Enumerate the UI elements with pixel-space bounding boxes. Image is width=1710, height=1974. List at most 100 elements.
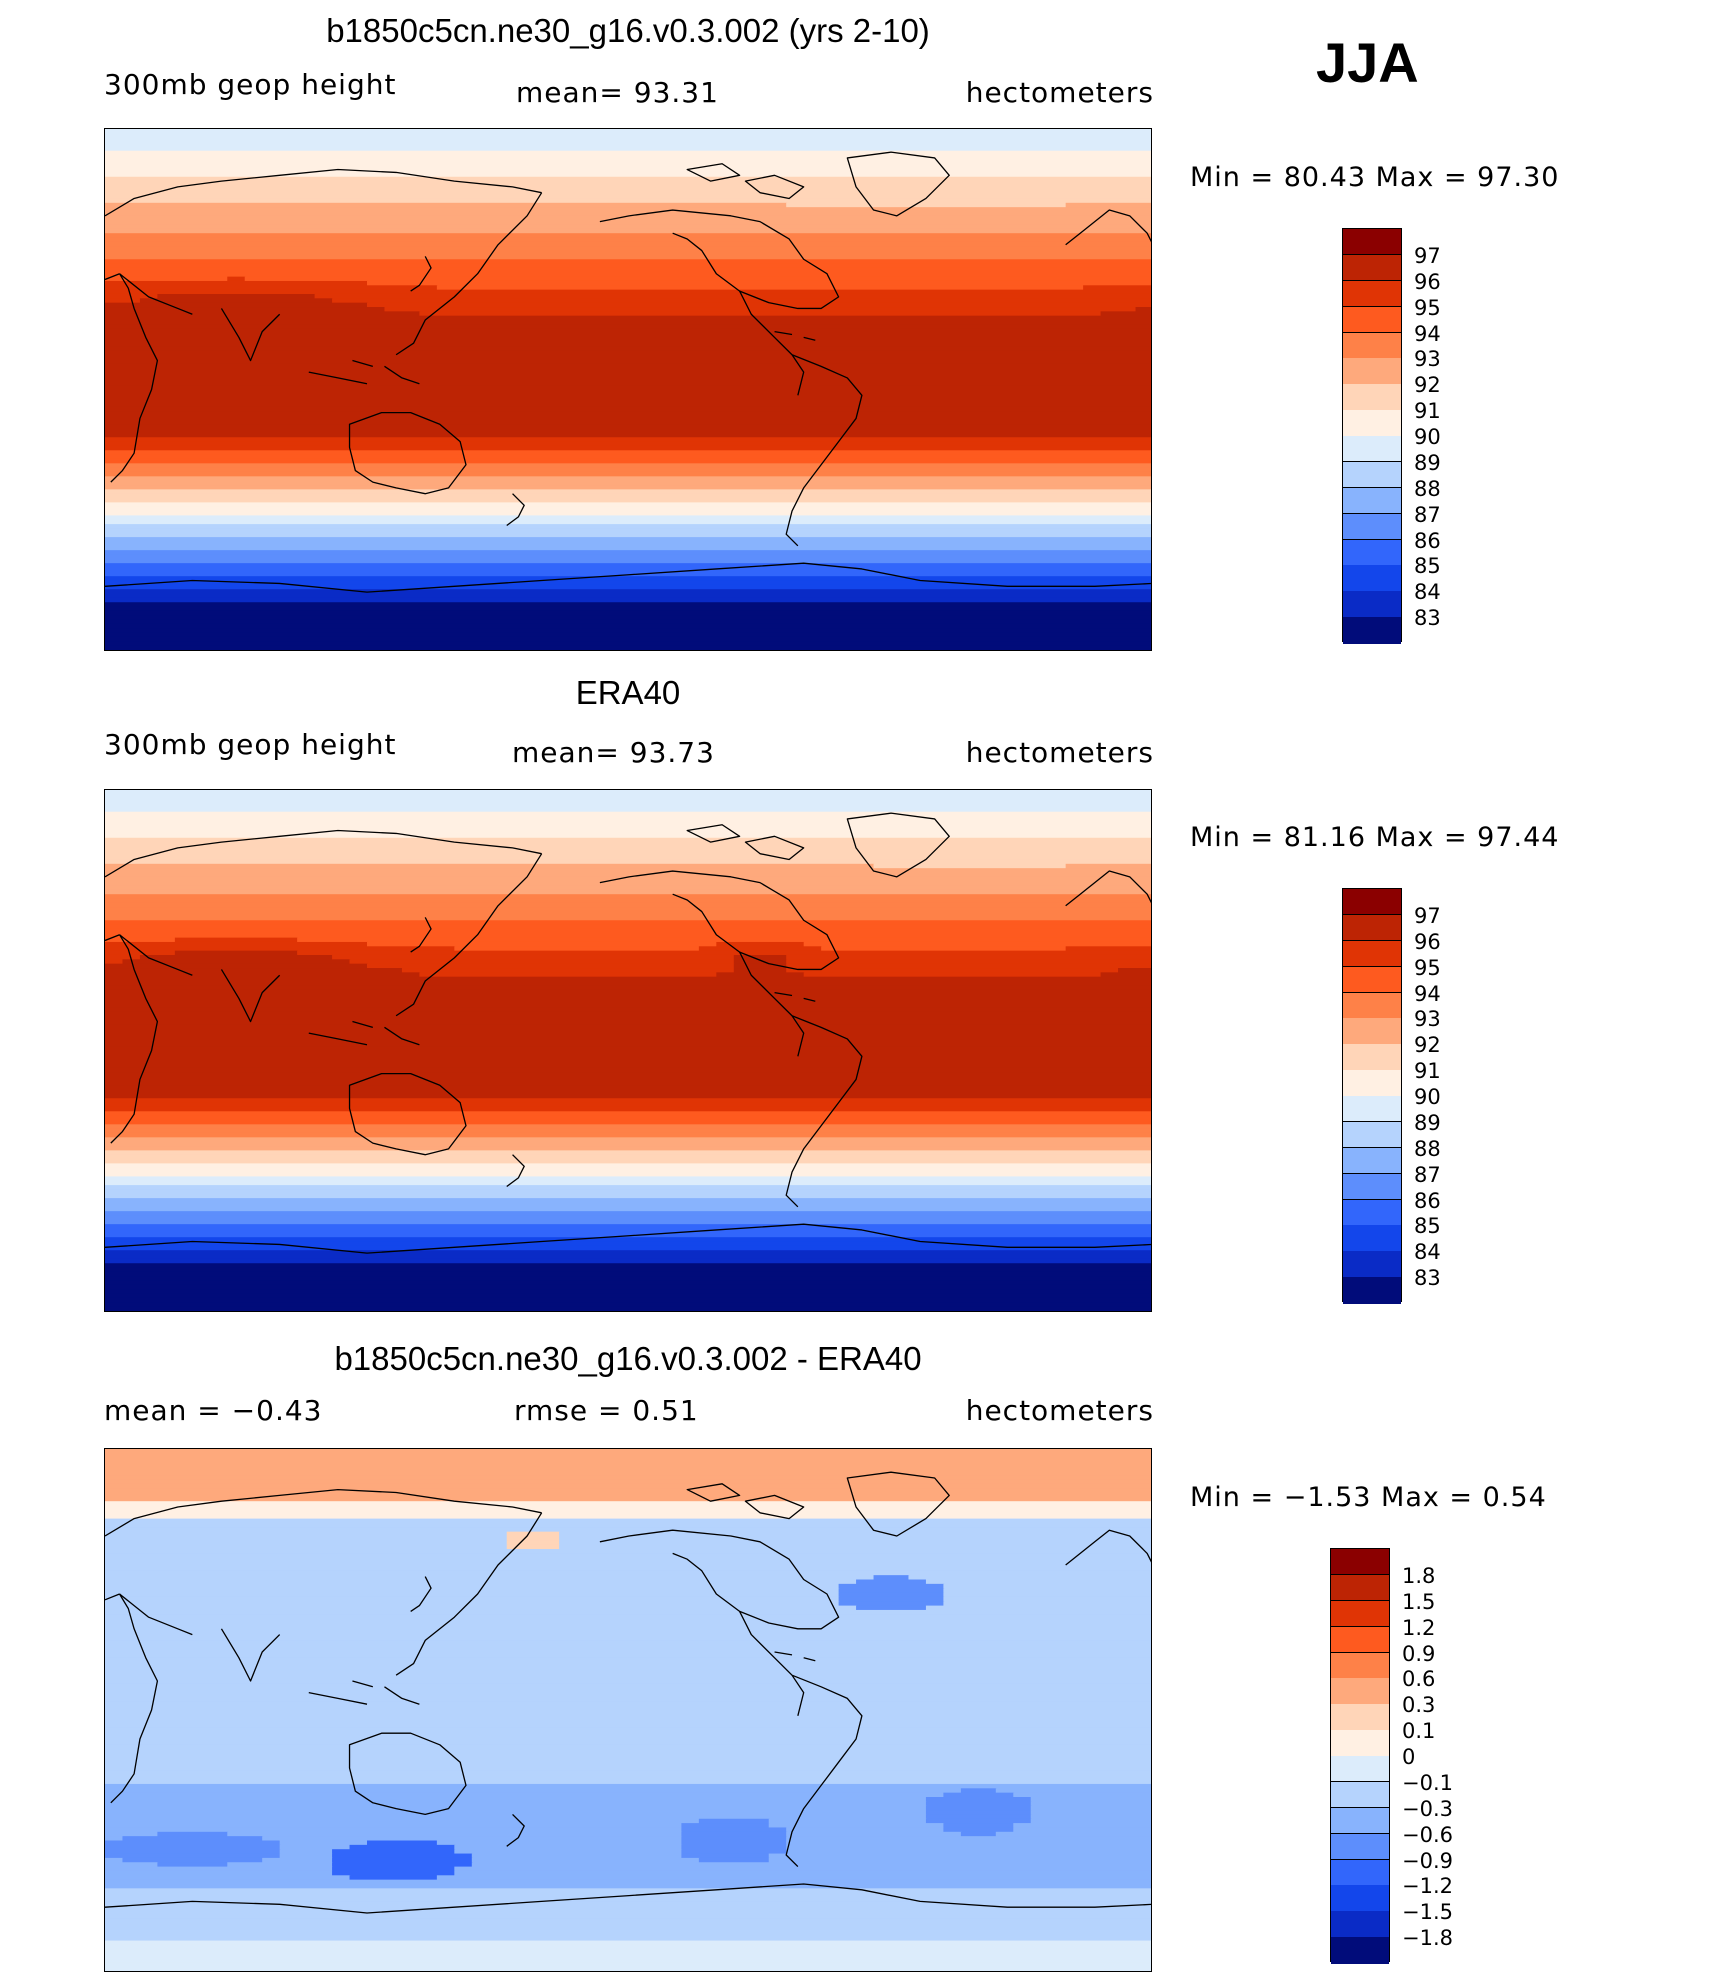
colorbar-tick-label: 83 <box>1414 606 1441 631</box>
colorbar-tick-label: 93 <box>1414 347 1441 372</box>
colorbar-swatch <box>1343 966 1401 993</box>
coastline <box>308 1020 420 1046</box>
coastline <box>348 412 467 495</box>
colorbar-tick-label: 92 <box>1414 1033 1441 1058</box>
colorbar-swatch <box>1331 1574 1389 1602</box>
panel-2-title: ERA40 <box>575 674 681 711</box>
colorbar-tick-label: 1.2 <box>1402 1615 1436 1640</box>
coastline <box>686 163 805 200</box>
colorbar-tick-label: 86 <box>1414 528 1441 553</box>
coastline <box>348 1073 467 1156</box>
colorbar-swatch <box>1343 1251 1401 1278</box>
colorbar-tick-label: 97 <box>1414 903 1441 928</box>
coastline <box>599 1529 840 1630</box>
colorbar-tick-label: 89 <box>1414 450 1441 475</box>
colorbar-tick-label: 83 <box>1414 1266 1441 1291</box>
coastline <box>1065 870 1151 907</box>
colorbar-swatch <box>1331 1807 1389 1835</box>
colorbar-swatch <box>1331 1704 1389 1731</box>
colorbar-tick-label: 0.6 <box>1402 1667 1436 1692</box>
panel-1-map <box>104 128 1152 651</box>
panel-1-minmax: Min = 80.43 Max = 97.30 <box>1190 162 1560 193</box>
colorbar-swatch <box>1331 1859 1389 1886</box>
colorbar-swatch <box>1343 436 1401 463</box>
colorbar-swatch <box>1331 1756 1389 1783</box>
colorbar-tick-label: −1.2 <box>1402 1874 1453 1899</box>
coastline <box>105 168 542 217</box>
colorbar-swatch <box>1343 617 1401 644</box>
colorbar-swatch <box>1331 1652 1389 1679</box>
colorbar-tick-label: 85 <box>1414 554 1441 579</box>
colorbar-swatch <box>1343 461 1401 489</box>
colorbar-swatch <box>1343 940 1401 968</box>
colorbar-swatch <box>1331 1833 1389 1860</box>
panel-1-left-label: 300mb geop height <box>104 68 397 101</box>
coastline <box>105 1593 159 1804</box>
colorbar-swatch <box>1343 410 1401 437</box>
colorbar-swatch <box>1331 1600 1389 1628</box>
coastline <box>119 1593 281 1682</box>
colorbar-swatch <box>1343 1173 1401 1200</box>
coastline <box>739 1611 863 1868</box>
colorbar-tick-label: 0.1 <box>1402 1719 1436 1744</box>
colorbar-tick-label: 88 <box>1414 476 1441 501</box>
colorbar-tick-label: 95 <box>1414 295 1441 320</box>
colorbar-tick-label: 84 <box>1414 1240 1441 1265</box>
colorbar-tick-label: 0 <box>1402 1745 1416 1769</box>
colorbar-tick-label: 87 <box>1414 502 1441 527</box>
colorbar-tick-label: −0.9 <box>1402 1848 1453 1873</box>
colorbar-swatch <box>1343 565 1401 592</box>
panel-1-center-label: mean= 93.31 <box>516 76 719 109</box>
map-field <box>105 1449 1151 1971</box>
map-field <box>105 790 1151 1311</box>
colorbar-tick-label: 90 <box>1414 425 1441 449</box>
coastline <box>599 870 840 971</box>
coastline <box>739 290 863 547</box>
colorbar-swatch <box>1343 889 1401 916</box>
colorbar-swatch <box>1343 254 1401 282</box>
colorbar-swatch <box>1343 591 1401 618</box>
colorbar-tick-label: 1.5 <box>1402 1589 1436 1614</box>
coastline <box>774 1651 816 1662</box>
panel-1-right-label: hectometers <box>965 76 1154 109</box>
colorbar-swatch <box>1343 306 1401 333</box>
panel-3-center-label: rmse = 0.51 <box>514 1394 699 1427</box>
colorbar-tick-label: 86 <box>1414 1188 1441 1213</box>
panel-3-map <box>104 1448 1152 1972</box>
coastline <box>410 256 432 292</box>
colorbar-tick-label: 91 <box>1414 1059 1441 1084</box>
coastline <box>410 917 432 953</box>
coastline <box>506 1154 525 1188</box>
colorbar-tick-label: −1.8 <box>1402 1926 1453 1951</box>
coastline <box>105 829 542 878</box>
colorbar-tick-label: 96 <box>1414 269 1441 294</box>
season-label: JJA <box>1316 31 1419 94</box>
colorbar-tick-label: 1.8 <box>1402 1563 1436 1588</box>
colorbar-swatch <box>1343 487 1401 515</box>
colorbar-swatch <box>1343 1199 1401 1226</box>
colorbar-tick-label: 88 <box>1414 1136 1441 1161</box>
colorbar-tick-label: 89 <box>1414 1110 1441 1135</box>
coastline <box>506 1813 525 1847</box>
panel-3-right-label: hectometers <box>965 1394 1154 1427</box>
coastline <box>686 824 805 861</box>
coastline <box>774 991 816 1002</box>
panel-2-center-label: mean= 93.73 <box>512 736 715 769</box>
colorbar-swatch <box>1343 280 1401 308</box>
panel-3-title: b1850c5cn.ne30_g16.v0.3.002 - ERA40 <box>334 1340 922 1377</box>
colorbar-tick-label: 94 <box>1414 981 1441 1006</box>
colorbar-tick-label: 85 <box>1414 1214 1441 1239</box>
colorbar-swatch <box>1343 513 1401 540</box>
colorbar-swatch <box>1343 1277 1401 1304</box>
colorbar-swatches <box>1342 228 1402 644</box>
colorbar-swatch <box>1331 1549 1389 1576</box>
coastline <box>395 853 543 1017</box>
coastline <box>105 1223 1151 1254</box>
panel-1-title: b1850c5cn.ne30_g16.v0.3.002 (yrs 2-10) <box>326 12 930 49</box>
panel-3-left-label: mean = −0.43 <box>104 1394 323 1427</box>
colorbar-tick-label: 95 <box>1414 955 1441 980</box>
colorbar-swatch <box>1343 384 1401 411</box>
colorbar-tick-label: 0.9 <box>1402 1641 1436 1666</box>
coastline <box>105 1883 1151 1914</box>
colorbar-tick-label: 92 <box>1414 373 1441 398</box>
